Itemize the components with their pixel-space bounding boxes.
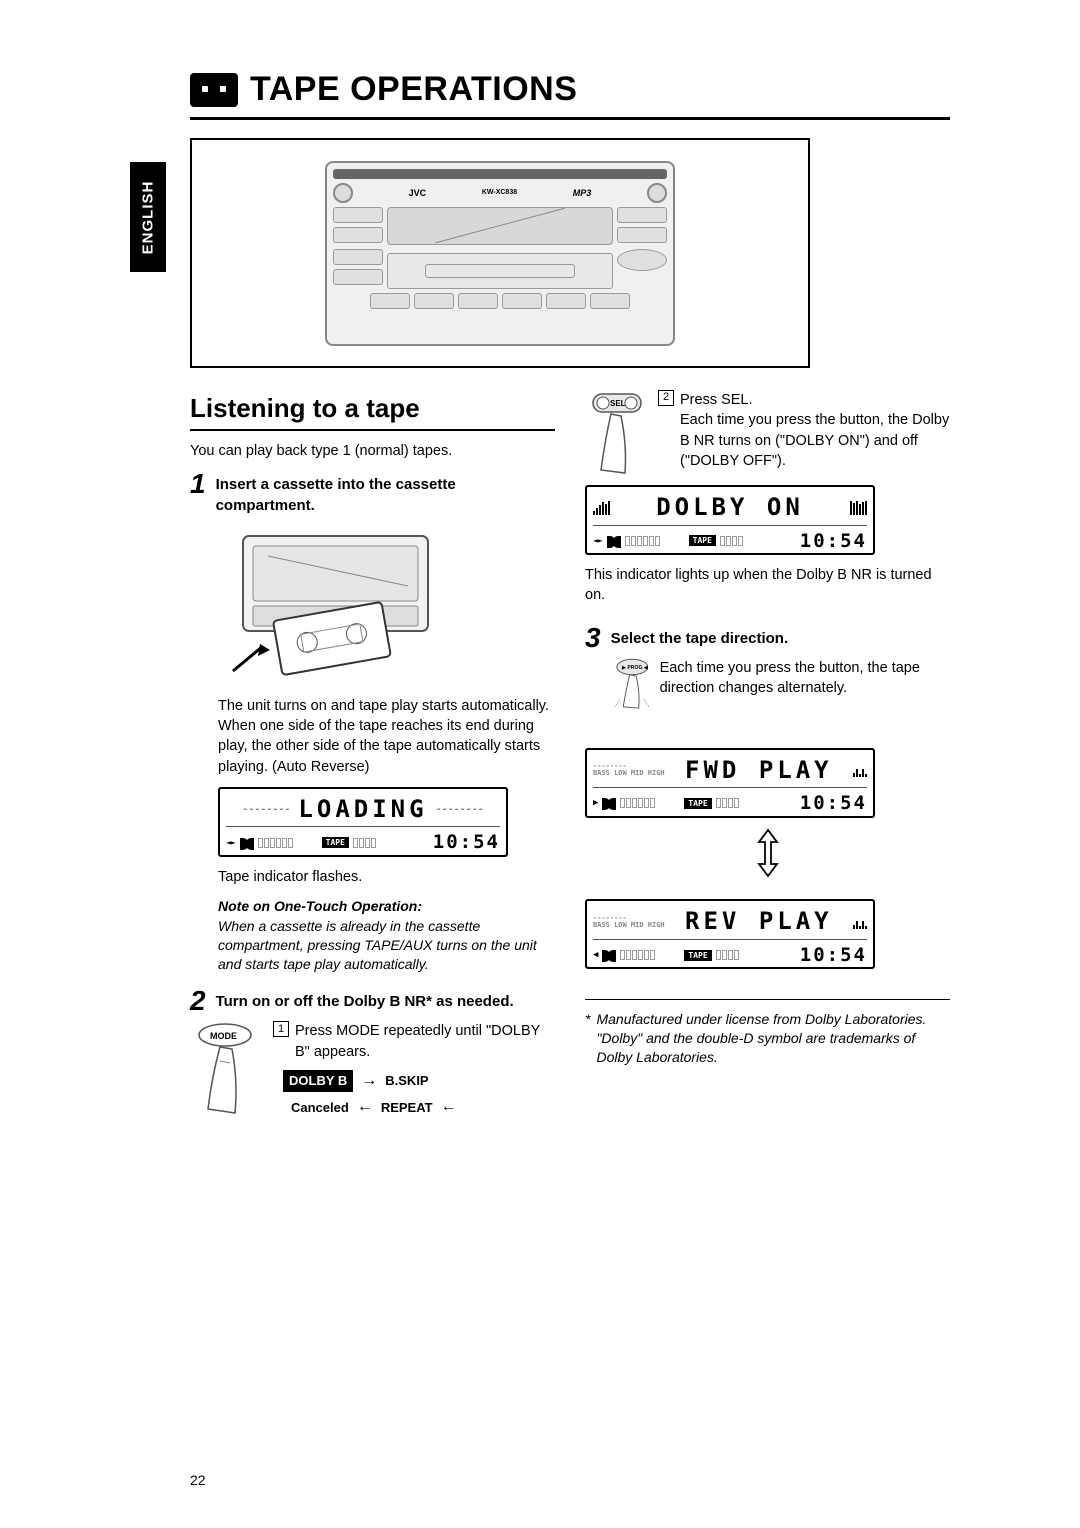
eq-bars-right — [850, 501, 867, 515]
lcd-rev-play: --------BASS LOW MID HIGH REV PLAY ◀ TAP… — [585, 899, 875, 969]
repeat-label: REPEAT — [381, 1099, 433, 1117]
step1-body1: The unit turns on and tape play starts a… — [218, 696, 555, 716]
substep2-body: Each time you press the button, the Dolb… — [680, 410, 950, 471]
title-row: TAPE OPERATIONS — [190, 70, 950, 120]
footnote-line2: "Dolby" and the double-D symbol are trad… — [596, 1029, 950, 1067]
dolby-icon — [602, 950, 616, 960]
radio-figure-frame: JVC KW-XC838 MP3 — [190, 138, 810, 368]
lcd-dolby-text: DOLBY ON — [656, 491, 804, 525]
insert-cassette-illustration — [218, 526, 448, 686]
bskip-label: B.SKIP — [385, 1072, 428, 1090]
substep1-text: Press MODE repeatedly until "DOLBY B" ap… — [295, 1021, 555, 1062]
step1-body2: When one side of the tape reaches its en… — [218, 716, 555, 777]
press-mode-illustration: MODE — [190, 1021, 265, 1116]
lcd-time-2: 10:54 — [800, 528, 867, 555]
right-column: SEL 2 Press SEL. Each time you press the… — [585, 390, 950, 1133]
lcd-time-4: 10:54 — [800, 942, 867, 969]
svg-text:SEL: SEL — [610, 399, 626, 408]
cassette-door — [387, 253, 613, 289]
radio-brand: JVC — [409, 188, 427, 198]
lcd-fwd-play: --------BASS LOW MID HIGH FWD PLAY ▶ TAP… — [585, 748, 875, 818]
section-title: Listening to a tape — [190, 390, 555, 431]
tape-indicator: TAPE — [322, 837, 349, 848]
svg-text:MODE: MODE — [210, 1031, 237, 1041]
step1-number: 1 — [190, 470, 206, 516]
step3-number: 3 — [585, 624, 601, 652]
step2-caption: This indicator lights up when the Dolby … — [585, 565, 950, 606]
radio-format: MP3 — [573, 188, 592, 198]
lcd-time-3: 10:54 — [800, 790, 867, 817]
svg-text:▶ PROG ◀: ▶ PROG ◀ — [621, 665, 648, 671]
radio-model: KW-XC838 — [482, 189, 517, 196]
step1-title: Insert a cassette into the cassette comp… — [216, 470, 555, 516]
press-sel-illustration: SEL — [585, 390, 650, 475]
radio-display — [387, 207, 613, 245]
footnote-block: * Manufactured under license from Dolby … — [585, 999, 950, 1067]
cassette-icon — [190, 73, 238, 107]
lcd-loading-text: LOADING — [298, 793, 427, 827]
dolby-b-label: DOLBY B — [283, 1070, 353, 1092]
tape-indicator: TAPE — [689, 535, 716, 546]
note-title: Note on One-Touch Operation: — [218, 897, 555, 917]
eq-bars-icon — [853, 915, 867, 929]
car-radio-illustration: JVC KW-XC838 MP3 — [325, 161, 675, 346]
arrow-left-icon-2: ← — [441, 1096, 457, 1118]
dolby-icon — [602, 798, 616, 808]
left-column: Listening to a tape You can play back ty… — [190, 390, 555, 1133]
footnote-marker: * — [585, 1010, 590, 1067]
page-number: 22 — [190, 1472, 206, 1488]
step2-title: Turn on or off the Dolby B NR* as needed… — [216, 987, 514, 1015]
step3-title: Select the tape direction. — [611, 624, 789, 652]
lcd-loading: -------- LOADING -------- ◄► TAPE 10:54 — [218, 787, 508, 857]
arrow-left-icon: ← — [357, 1096, 373, 1118]
press-prog-illustration: ▶ PROG ◀ — [613, 658, 652, 738]
main-title: TAPE OPERATIONS — [250, 70, 577, 109]
lcd-fwd-text: FWD PLAY — [685, 754, 833, 788]
substep1-num: 1 — [273, 1021, 289, 1037]
dolby-icon — [240, 838, 254, 848]
tape-indicator: TAPE — [684, 798, 711, 809]
step1-caption: Tape indicator flashes. — [218, 867, 555, 887]
step3-body: Each time you press the button, the tape… — [660, 658, 950, 738]
radio-knob-left — [333, 183, 353, 203]
intro-text: You can play back type 1 (normal) tapes. — [190, 441, 555, 461]
dolby-icon — [607, 536, 621, 546]
footnote-line1: Manufactured under license from Dolby La… — [596, 1010, 950, 1029]
eq-bars-icon — [853, 763, 867, 777]
arrow-right-icon: → — [361, 1070, 377, 1092]
step2-number: 2 — [190, 987, 206, 1015]
language-label: ENGLISH — [140, 180, 157, 254]
mode-cycle-diagram: DOLBY B → B.SKIP Canceled ← REPEAT ← — [283, 1070, 555, 1119]
radio-knob-right — [647, 183, 667, 203]
lcd-rev-text: REV PLAY — [685, 905, 833, 939]
up-down-arrow-icon — [585, 828, 950, 890]
language-tab: ENGLISH — [130, 162, 166, 272]
lcd-time-1: 10:54 — [433, 829, 500, 856]
substep2-text: Press SEL. — [680, 390, 753, 410]
lcd-dolby-on: DOLBY ON ◄► TAPE 10:54 — [585, 485, 875, 555]
canceled-label: Canceled — [291, 1099, 349, 1117]
tape-indicator: TAPE — [684, 950, 711, 961]
eq-bars-left — [593, 501, 610, 515]
substep2-num: 2 — [658, 390, 674, 406]
note-body: When a cassette is already in the casset… — [218, 917, 555, 974]
